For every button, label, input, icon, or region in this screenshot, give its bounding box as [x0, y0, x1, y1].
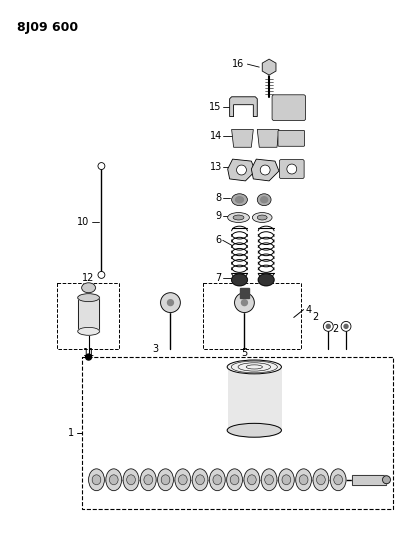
Ellipse shape: [78, 327, 100, 335]
Ellipse shape: [299, 475, 308, 484]
Circle shape: [98, 271, 105, 278]
Ellipse shape: [317, 475, 325, 484]
Ellipse shape: [261, 197, 268, 203]
Text: 9: 9: [216, 211, 222, 221]
Ellipse shape: [227, 469, 242, 491]
Ellipse shape: [257, 215, 267, 220]
Ellipse shape: [123, 469, 139, 491]
Circle shape: [344, 325, 348, 328]
Bar: [239, 288, 249, 297]
Polygon shape: [257, 130, 279, 147]
Text: 2: 2: [332, 325, 338, 334]
Circle shape: [86, 354, 91, 360]
Text: 8: 8: [216, 193, 222, 203]
Ellipse shape: [261, 469, 277, 491]
Ellipse shape: [258, 274, 274, 286]
Text: 1: 1: [68, 428, 74, 438]
Circle shape: [324, 321, 333, 332]
Ellipse shape: [233, 215, 244, 220]
Ellipse shape: [279, 469, 294, 491]
Circle shape: [235, 293, 254, 312]
Polygon shape: [251, 159, 279, 181]
Text: 16: 16: [232, 59, 244, 69]
Ellipse shape: [227, 423, 282, 437]
Ellipse shape: [313, 469, 329, 491]
Ellipse shape: [157, 469, 173, 491]
Circle shape: [326, 325, 330, 328]
Ellipse shape: [257, 194, 271, 206]
Ellipse shape: [161, 475, 170, 484]
Ellipse shape: [89, 469, 104, 491]
Ellipse shape: [383, 476, 390, 484]
Text: 12: 12: [82, 273, 95, 283]
Ellipse shape: [230, 475, 239, 484]
Polygon shape: [230, 97, 257, 117]
Polygon shape: [232, 130, 253, 147]
Ellipse shape: [282, 475, 291, 484]
Circle shape: [260, 165, 270, 175]
Text: 11: 11: [82, 348, 95, 358]
Ellipse shape: [232, 274, 247, 286]
Ellipse shape: [92, 475, 101, 484]
Circle shape: [168, 300, 173, 305]
Text: 13: 13: [209, 162, 222, 172]
Ellipse shape: [248, 475, 256, 484]
Circle shape: [98, 163, 105, 169]
Text: 7: 7: [215, 273, 222, 283]
Ellipse shape: [109, 475, 118, 484]
Polygon shape: [228, 159, 255, 181]
Bar: [78, 297, 100, 332]
Ellipse shape: [196, 475, 204, 484]
Ellipse shape: [334, 475, 342, 484]
Text: 2: 2: [312, 312, 318, 322]
Ellipse shape: [232, 194, 247, 206]
Text: 8J09 600: 8J09 600: [17, 21, 78, 34]
Ellipse shape: [213, 475, 222, 484]
Text: 5: 5: [241, 348, 248, 358]
Bar: [228, 367, 282, 431]
Text: 14: 14: [209, 131, 222, 141]
Ellipse shape: [330, 469, 346, 491]
Text: 3: 3: [153, 344, 159, 354]
Ellipse shape: [244, 469, 260, 491]
Ellipse shape: [175, 469, 191, 491]
Ellipse shape: [192, 469, 208, 491]
Ellipse shape: [296, 469, 312, 491]
FancyBboxPatch shape: [272, 95, 306, 120]
Bar: [352, 475, 386, 484]
Text: 15: 15: [209, 102, 222, 112]
Text: 10: 10: [78, 217, 90, 228]
Text: 4: 4: [306, 304, 312, 314]
Ellipse shape: [235, 197, 244, 203]
Circle shape: [161, 293, 180, 312]
Ellipse shape: [144, 475, 153, 484]
FancyBboxPatch shape: [279, 159, 304, 179]
Circle shape: [242, 300, 247, 305]
Circle shape: [287, 164, 297, 174]
Ellipse shape: [82, 283, 95, 293]
Bar: [352, 475, 386, 484]
Ellipse shape: [78, 294, 100, 302]
Ellipse shape: [227, 360, 282, 374]
FancyBboxPatch shape: [278, 131, 305, 146]
Ellipse shape: [178, 475, 187, 484]
Ellipse shape: [140, 469, 156, 491]
Circle shape: [237, 165, 246, 175]
Circle shape: [341, 321, 351, 332]
Ellipse shape: [209, 469, 225, 491]
Text: 6: 6: [216, 235, 222, 245]
Ellipse shape: [106, 469, 122, 491]
Bar: [78, 297, 100, 332]
Ellipse shape: [228, 213, 249, 222]
Ellipse shape: [252, 213, 272, 222]
Ellipse shape: [265, 475, 273, 484]
Ellipse shape: [126, 475, 135, 484]
